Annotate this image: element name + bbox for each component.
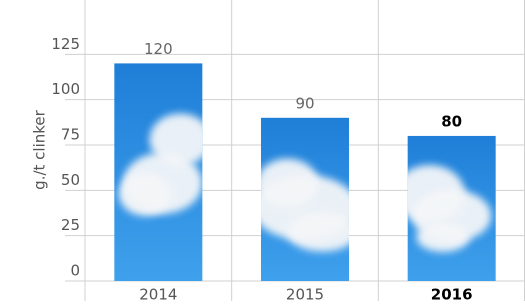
y-tick-label: 0 [70,262,80,280]
x-tick-label: 2014 [139,286,177,304]
cloud [287,212,357,251]
x-tick-label: 2016 [431,286,473,304]
y-tick-label: 50 [61,171,80,189]
chart: g./t clinker 0 25 50 75 100 125 2014 120 2015 90 2… [0,0,525,305]
cloud [416,223,469,252]
y-tick-label: 25 [61,216,80,234]
value-label: 120 [144,40,173,58]
value-label: 90 [295,94,314,112]
cloud [119,172,172,216]
cloud [257,159,319,208]
y-axis-label: g./t clinker [31,109,49,189]
y-tick-label: 100 [51,80,80,98]
y-tick-label: 75 [61,126,80,144]
value-label: 80 [441,112,462,130]
x-tick-label: 2015 [286,286,324,304]
y-tick-label: 125 [51,35,80,53]
